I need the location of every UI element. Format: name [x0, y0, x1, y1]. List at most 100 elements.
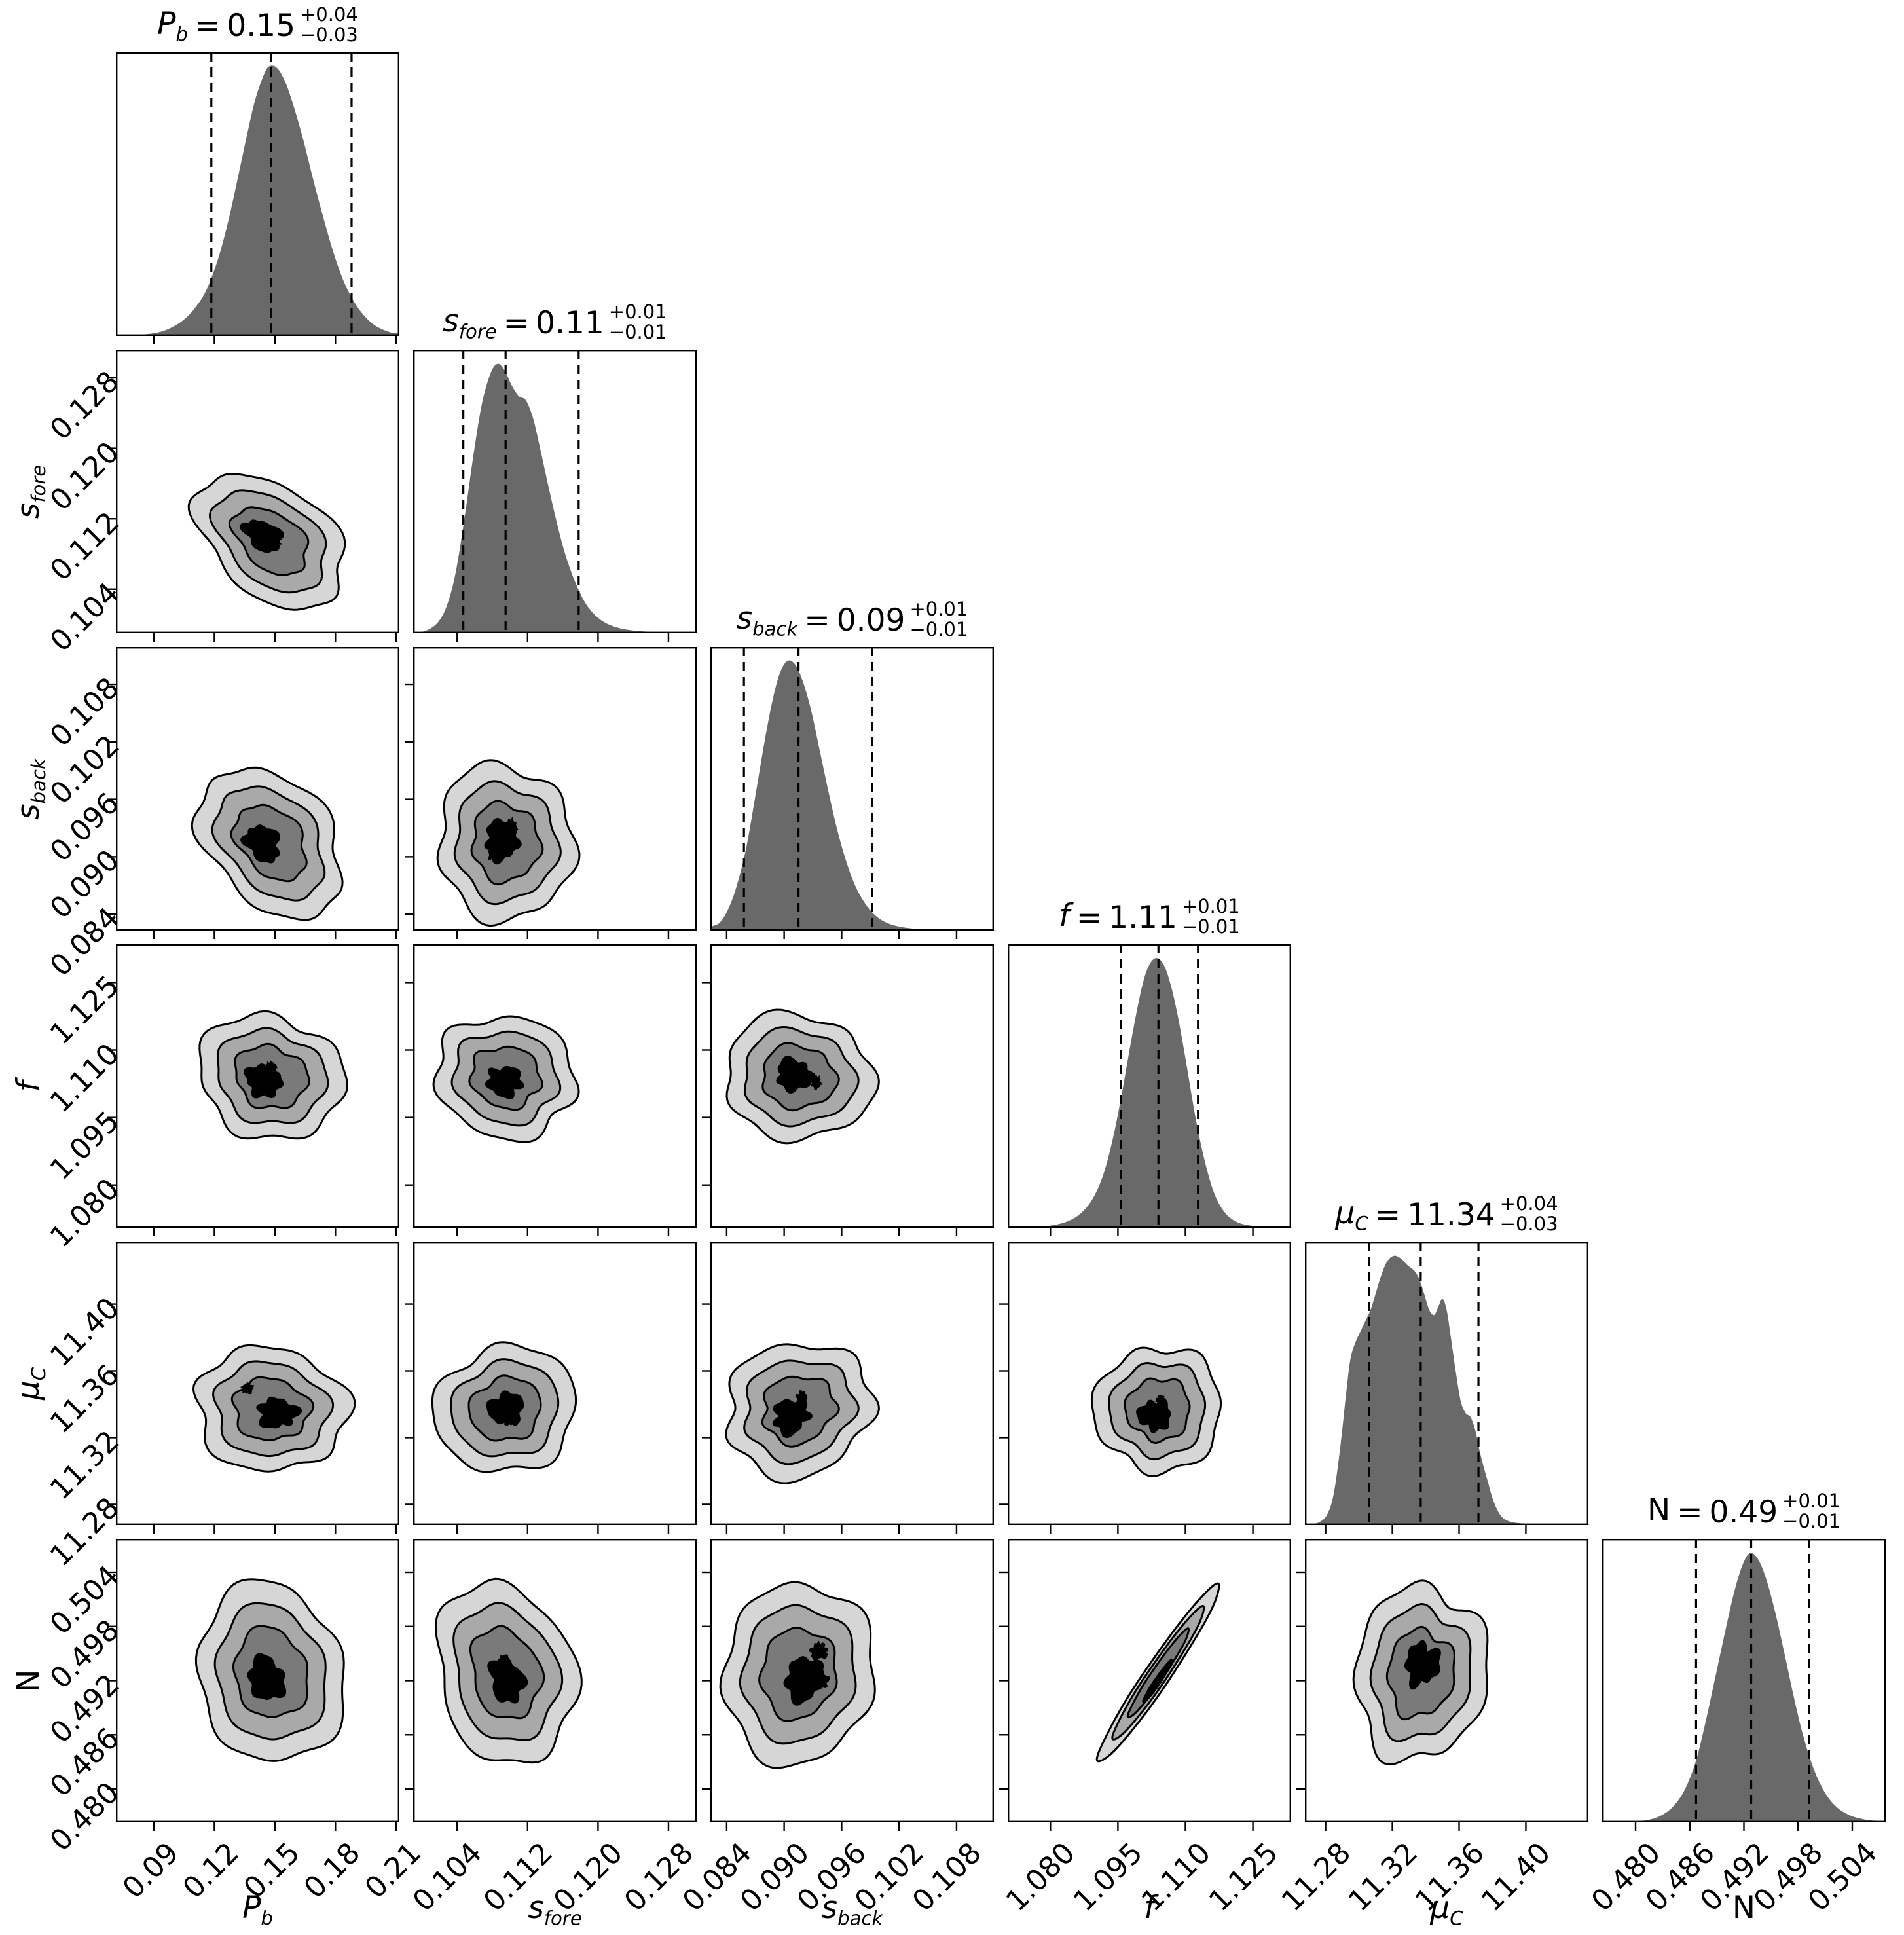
tick-marks	[107, 982, 397, 1236]
param-title-N: N = 0.49 +0.01 −0.01	[1602, 1486, 1886, 1538]
title-uncertainty: +0.01 −0.01	[1181, 894, 1240, 938]
panel-hist-N	[1602, 1539, 1887, 1831]
panel-N-vs-muC	[1296, 1539, 1589, 1831]
density-speck	[795, 1390, 808, 1408]
y-tick-label: 0.104	[43, 576, 126, 658]
panel-frame	[710, 647, 995, 931]
param-title-muC: μC = 11.34 +0.04 −0.03	[1305, 1189, 1588, 1240]
x-axis-label-f: f	[1144, 1890, 1155, 1926]
tick-marks	[702, 1303, 958, 1534]
density-speck	[264, 538, 282, 551]
param-symbol: sback	[736, 600, 798, 640]
tick-marks	[456, 633, 670, 642]
contour-level-4	[256, 1396, 302, 1429]
y-axis-label-sback: sback	[10, 758, 50, 820]
tick-marks	[999, 1303, 1254, 1534]
density-speck	[265, 1060, 278, 1075]
panel-sfore-vs-Pb	[107, 350, 400, 642]
density-speck	[1155, 1394, 1167, 1407]
x-axis-label-muC: μC	[1430, 1890, 1463, 1930]
contour-level-4	[1404, 1640, 1441, 1690]
panel-hist-sback	[710, 647, 997, 939]
param-symbol: N	[1647, 1492, 1671, 1528]
param-symbol: μC	[1335, 1194, 1368, 1235]
title-value: 11.34	[1407, 1196, 1495, 1233]
panel-frame	[710, 1242, 995, 1526]
density-speck	[503, 816, 519, 837]
histogram-density	[132, 65, 400, 336]
contour-svg	[1296, 1539, 1589, 1831]
title-value: 1.11	[1108, 899, 1177, 936]
tick-marks	[107, 683, 397, 939]
y-axis-label-muC: μC	[10, 1367, 50, 1400]
panel-muC-vs-sback	[702, 1242, 995, 1534]
density-speck	[811, 1074, 823, 1090]
panel-hist-muC	[1305, 1242, 1591, 1534]
panel-hist-Pb	[116, 52, 400, 344]
contour-svg	[107, 647, 400, 939]
panel-frame	[413, 944, 697, 1228]
density-speck	[496, 1654, 513, 1669]
title-uncertainty: +0.04 −0.03	[1499, 1192, 1558, 1235]
tick-marks	[702, 982, 958, 1236]
density-speck	[779, 1412, 797, 1423]
hist-svg	[1305, 1242, 1591, 1534]
tick-marks	[107, 1303, 397, 1534]
y-tick-label: 0.112	[43, 506, 126, 588]
panel-frame	[116, 350, 400, 634]
tick-marks	[107, 377, 397, 642]
panel-N-vs-Pb	[107, 1539, 400, 1831]
panel-frame	[116, 944, 400, 1228]
tick-marks	[1634, 1822, 1854, 1831]
panel-frame	[116, 647, 400, 931]
contour-svg	[405, 1242, 697, 1534]
contour-svg	[405, 1539, 697, 1831]
hist-svg	[710, 647, 997, 939]
x-axis-label-Pb: Pb	[242, 1890, 273, 1930]
panel-frame	[116, 1242, 400, 1526]
panel-frame	[1008, 1242, 1292, 1526]
tick-marks	[405, 1303, 670, 1534]
panel-hist-sfore	[413, 350, 698, 642]
y-tick-label: 11.28	[43, 1491, 126, 1574]
panel-N-vs-f	[999, 1539, 1292, 1831]
panel-frame	[413, 647, 697, 931]
hist-svg	[116, 52, 400, 344]
param-symbol: f	[1059, 897, 1070, 934]
contour-svg	[702, 1539, 995, 1831]
x-axis-label-sback: sback	[821, 1890, 883, 1930]
title-value: 0.11	[536, 304, 604, 341]
title-value: 0.49	[1709, 1494, 1778, 1530]
contour-level-4	[783, 1656, 824, 1706]
tick-marks	[725, 931, 958, 939]
contour-svg	[107, 944, 400, 1236]
panel-frame	[1008, 1539, 1292, 1823]
contour-svg	[107, 1242, 400, 1534]
histogram-density	[1624, 1553, 1887, 1822]
contour-svg	[702, 944, 995, 1236]
panel-frame	[116, 1539, 400, 1823]
panel-sback-vs-sfore	[405, 647, 697, 939]
contour-svg	[405, 647, 697, 939]
title-value: 0.15	[227, 7, 295, 44]
param-title-sfore: sfore = 0.11 +0.01 −0.01	[413, 297, 697, 348]
contour-level-4	[247, 1653, 287, 1700]
panel-frame	[710, 1539, 995, 1823]
density-speck	[240, 1382, 255, 1395]
equals-sign: =	[503, 304, 530, 341]
panel-frame	[116, 52, 400, 337]
panel-frame	[710, 944, 995, 1228]
y-tick-label: 11.36	[43, 1357, 126, 1440]
x-axis-label-N: N	[1732, 1890, 1756, 1926]
density-speck	[809, 1640, 829, 1662]
param-title-Pb: Pb = 0.15 +0.04 −0.03	[116, 0, 399, 51]
x-axis-label-sfore: sfore	[528, 1890, 582, 1930]
contour-level-4	[487, 1655, 528, 1704]
equals-sign: =	[1374, 1196, 1401, 1233]
density-speck	[487, 847, 501, 862]
y-tick-label: 0.120	[43, 435, 126, 517]
contour-svg	[999, 1242, 1292, 1534]
panel-N-vs-sfore	[405, 1539, 697, 1831]
hist-svg	[413, 350, 698, 642]
